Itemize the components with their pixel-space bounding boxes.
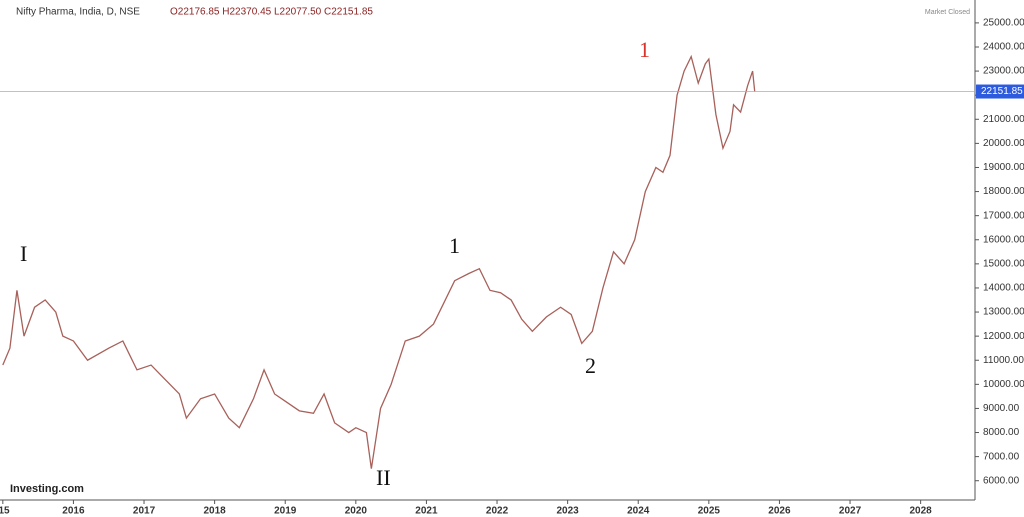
y-tick-label: 17000.00 [983,210,1024,221]
plot [2,54,756,469]
last-price-box [976,84,1024,99]
annotation: 2 [585,353,596,378]
x-tick-label: 2023 [557,506,580,517]
y-tick-label: 6000.00 [983,475,1020,486]
x-tick-label: 2025 [698,506,721,517]
x-tick-label: 2018 [204,506,227,517]
x-tick-label: 2027 [839,506,862,517]
x-tick-label: 2026 [768,506,791,517]
y-tick-label: 20000.00 [983,138,1024,149]
y-tick-label: 14000.00 [983,283,1024,294]
x-tick-label: 2021 [415,506,438,517]
chart-title: Nifty Pharma, India, D, NSE [16,7,140,18]
y-tick-label: 25000.00 [983,18,1024,29]
x-tick-label: 2022 [486,506,509,517]
y-tick-label: 24000.00 [983,42,1024,53]
annotation: 1 [449,233,460,258]
annotation: I [20,241,27,266]
annotation: II [376,465,391,490]
y-tick-label: 13000.00 [983,307,1024,318]
y-tick-label: 18000.00 [983,186,1024,197]
x-tick-label: '15 [0,506,10,517]
ohlc: O22176.85 H22370.45 L22077.50 C22151.85 [170,7,373,18]
annotation: 1 [639,37,650,62]
y-tick-label: 12000.00 [983,331,1024,342]
y-tick-label: 23000.00 [983,66,1024,77]
y-tick-label: 21000.00 [983,114,1024,125]
x-tick-label: 2017 [133,506,156,517]
y-tick-label: 9000.00 [983,403,1020,414]
y-tick-label: 10000.00 [983,379,1024,390]
y-tick-label: 16000.00 [983,234,1024,245]
x-tick-label: 2019 [274,506,297,517]
last-price-label: 22151.85 [981,86,1023,97]
market-status: Market Closed [925,9,970,16]
x-tick-label: 2016 [62,506,85,517]
brand: Investing.com [10,483,84,495]
y-tick-label: 19000.00 [983,162,1024,173]
x-tick-label: 2024 [627,506,650,517]
y-tick-label: 8000.00 [983,427,1020,438]
y-tick-label: 7000.00 [983,451,1020,462]
x-tick-label: 2020 [345,506,368,517]
price-line [2,54,756,469]
y-tick-label: 11000.00 [983,355,1024,366]
y-tick-label: 15000.00 [983,258,1024,269]
x-tick-label: 2028 [910,506,933,517]
